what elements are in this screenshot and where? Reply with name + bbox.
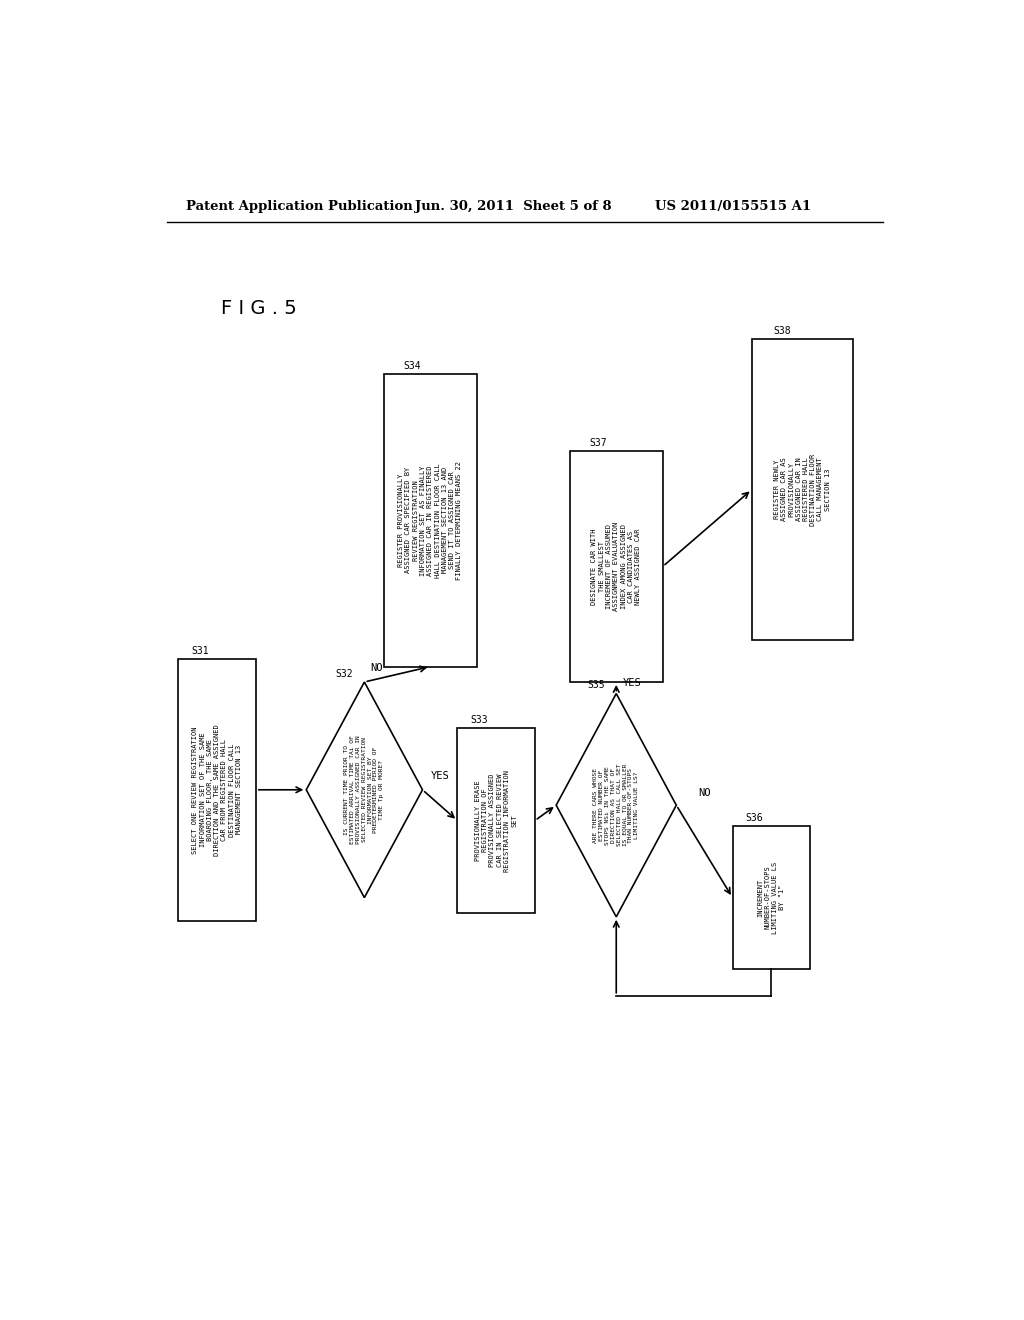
- Text: YES: YES: [430, 771, 450, 780]
- Text: S38: S38: [773, 326, 791, 337]
- Polygon shape: [556, 693, 676, 917]
- Text: S32: S32: [335, 669, 352, 678]
- Text: DESIGNATE CAR WITH
THE SMALLEST
INCREMENT OF ASSUMED
ASSIGNMENT EVALUATION
INDEX: DESIGNATE CAR WITH THE SMALLEST INCREMEN…: [592, 521, 641, 611]
- Text: INCREMENT
NUMBER-OF-STOPS
LIMITING VALUE LS
BY "1": INCREMENT NUMBER-OF-STOPS LIMITING VALUE…: [758, 862, 785, 933]
- Bar: [732, 826, 810, 969]
- Bar: [458, 729, 535, 913]
- Bar: [569, 451, 663, 682]
- Text: S31: S31: [191, 645, 209, 656]
- Text: ARE THERE CARS WHOSE
ESTIMATED NUMBER OF
STOPS NSi IN THE SAME
DIRECTION AS THAT: ARE THERE CARS WHOSE ESTIMATED NUMBER OF…: [594, 764, 639, 846]
- Text: NO: NO: [371, 663, 383, 673]
- Text: PROVISIONALLY ERASE
REGISTRATION OF
PROVISIONALLY ASSIGNED
CAR IN SELECTED REVIE: PROVISIONALLY ERASE REGISTRATION OF PROV…: [475, 770, 517, 871]
- Text: F I G . 5: F I G . 5: [221, 300, 297, 318]
- Text: S37: S37: [590, 438, 607, 447]
- Text: SELECT ONE REVIEW REGISTRATION
INFORMATION SET OF THE SAME
BOARDING FLOOR, THE S: SELECT ONE REVIEW REGISTRATION INFORMATI…: [193, 723, 242, 855]
- Bar: [178, 659, 256, 921]
- Text: NO: NO: [698, 788, 711, 797]
- Text: S34: S34: [403, 360, 421, 371]
- Text: Jun. 30, 2011  Sheet 5 of 8: Jun. 30, 2011 Sheet 5 of 8: [415, 199, 611, 213]
- Text: Patent Application Publication: Patent Application Publication: [186, 199, 413, 213]
- Polygon shape: [306, 682, 423, 898]
- Bar: [752, 339, 853, 640]
- Text: REGISTER PROVISIONALLY
ASSIGNED CAR SPECIFIED BY
REVIEW REGISTRATION
INFORMATION: REGISTER PROVISIONALLY ASSIGNED CAR SPEC…: [398, 461, 462, 579]
- Text: YES: YES: [623, 678, 641, 688]
- Text: IS CURRENT TIME PRIOR TO
ESTIMATED ARRIVAL TIME TAi OF
PROVISIONALLY ASSIGNED CA: IS CURRENT TIME PRIOR TO ESTIMATED ARRIV…: [344, 735, 384, 845]
- Bar: [384, 374, 477, 667]
- Text: S35: S35: [587, 681, 604, 690]
- Text: S33: S33: [471, 715, 488, 725]
- Text: REGISTER NEWLY
ASSIGNED CAR AS
PROVISIONALLY
ASSIGNED CAR IN
REGISTERED HALL
DES: REGISTER NEWLY ASSIGNED CAR AS PROVISION…: [774, 453, 830, 525]
- Text: S36: S36: [745, 813, 764, 824]
- Text: US 2011/0155515 A1: US 2011/0155515 A1: [655, 199, 811, 213]
